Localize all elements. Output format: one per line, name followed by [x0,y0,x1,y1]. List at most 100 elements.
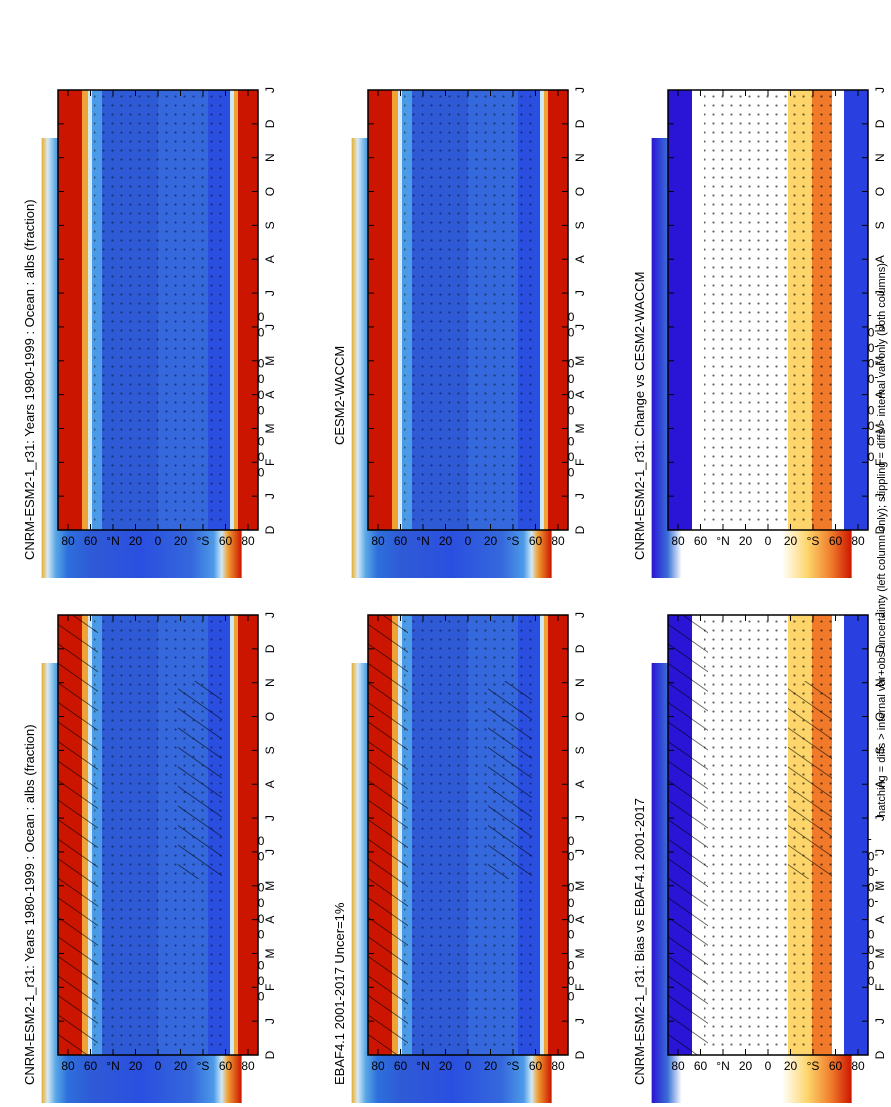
y-tick-label: 60 [219,534,233,548]
x-tick-label: O [873,187,887,196]
x-tick-label: M [573,356,587,366]
field-band [544,90,548,530]
panel-title: CNRM-ESM2-1_r31: Change vs CESM2-WACCM [632,272,647,560]
x-tick-label: D [873,119,887,128]
x-tick-label: A [263,255,277,263]
hatch-overlay [668,615,708,1055]
x-tick-label: D [873,644,887,653]
y-tick-label: °N [716,534,729,548]
y-tick-label: °S [507,1059,520,1073]
panel-row1-left: CNRM-ESM2-1_r31: Years 1980-1999 : Ocean… [22,612,277,1103]
y-tick-label: 0 [765,1059,772,1073]
x-tick-label: J [573,815,587,821]
y-tick-label: 60 [84,534,98,548]
hatch-overlay [58,615,98,1055]
field-band [88,90,92,530]
x-tick-label: O [573,712,587,721]
y-tick-label: 20 [439,534,453,548]
x-tick-label: S [873,746,887,754]
field-band [392,90,398,530]
y-tick-label: 80 [851,1059,865,1073]
stipple-overlay [704,94,836,526]
x-tick-label: J [873,290,887,296]
x-tick-label: J [263,849,277,855]
y-tick-label: 0 [465,534,472,548]
y-tick-label: 60 [829,534,843,548]
y-tick-label: 20 [484,1059,498,1073]
y-tick-label: 20 [739,534,753,548]
x-tick-label: N [573,153,587,162]
hatch-overlay [178,681,222,879]
x-tick-label: D [573,119,587,128]
x-tick-label: D [573,1050,587,1059]
x-tick-label: J [573,612,587,618]
panel-row2-left: EBAF4.1 2001-2017 Uncer=1% D J F M A M J J A S O N D J… [332,612,587,1103]
x-tick-label: D [263,525,277,534]
y-tick-label: 20 [174,534,188,548]
x-tick-label: F [263,984,277,991]
x-tick-label: A [573,391,587,399]
y-tick-label: 20 [484,534,498,548]
field-band [544,615,548,1055]
x-tick-label: D [263,119,277,128]
y-tick-label: 60 [219,1059,233,1073]
y-tick-label: 80 [671,534,685,548]
y-tick-label: 80 [551,534,565,548]
y-tick-label: 60 [529,1059,543,1073]
x-tick-label: M [573,948,587,958]
x-tick-label: J [263,493,277,499]
x-tick-label: J [873,87,887,93]
x-tick-label: J [573,849,587,855]
field-band [548,90,568,530]
x-tick-label: J [573,1018,587,1024]
y-tick-label: 60 [394,534,408,548]
panel-title: CNRM-ESM2-1_r31: Years 1980-1999 : Ocean… [22,199,37,560]
field-band [548,615,568,1055]
x-tick-label: J [573,493,587,499]
x-tick-label: D [573,525,587,534]
y-tick-label: 80 [61,1059,75,1073]
y-tick-label: 80 [61,534,75,548]
y-tick-label: 80 [241,534,255,548]
y-tick-label: °N [416,1059,429,1073]
stipple-overlay [404,94,536,526]
y-tick-label: 20 [129,1059,143,1073]
y-tick-label: 60 [829,1059,843,1073]
x-tick-label: D [263,1050,277,1059]
y-tick-label: 20 [739,1059,753,1073]
x-tick-label: N [573,678,587,687]
x-tick-label: F [573,984,587,991]
x-tick-label: J [573,290,587,296]
field-band [234,90,238,530]
x-tick-label: J [873,815,887,821]
field-band [668,90,692,530]
x-tick-label: A [573,780,587,788]
x-tick-label: J [263,290,277,296]
y-tick-label: 60 [694,1059,708,1073]
y-tick-label: 80 [241,1059,255,1073]
x-tick-label: A [263,916,277,924]
field-band [844,90,868,530]
y-tick-label: °N [716,1059,729,1073]
field-band [844,615,868,1055]
x-tick-label: N [263,678,277,687]
x-tick-label: M [573,423,587,433]
field-band [230,615,234,1055]
y-tick-label: 60 [694,534,708,548]
x-tick-label: M [263,356,277,366]
y-tick-label: 60 [529,534,543,548]
hatch-overlay [788,681,832,879]
y-tick-label: 20 [129,534,143,548]
x-tick-label: D [873,1050,887,1059]
panel-row2-right: CESM2-WACCM D J F M A M J J A S O N D J 80 60 °N 20 0 20 °S 60… [332,87,587,578]
x-tick-label: D [873,525,887,534]
x-tick-label: S [263,746,277,754]
x-tick-label: F [873,459,887,466]
x-tick-label: M [873,356,887,366]
x-tick-label: A [263,780,277,788]
x-tick-label: J [263,815,277,821]
hatch-overlay [368,615,408,1055]
y-tick-label: 80 [671,1059,685,1073]
x-tick-label: J [873,1018,887,1024]
y-tick-label: 0 [765,534,772,548]
